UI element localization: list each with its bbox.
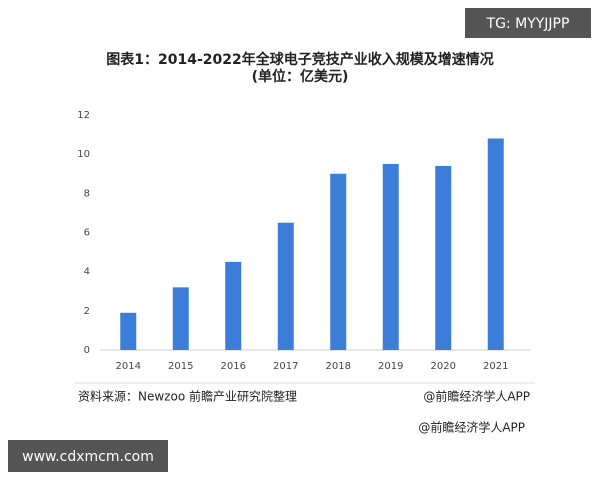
chart-title: 图表1：2014-2022年全球电子竞技产业收入规模及增速情况 [106, 51, 493, 68]
bar [225, 261, 242, 350]
bar [487, 138, 504, 350]
site-box [8, 440, 168, 472]
x-tick-label: 2020 [431, 361, 456, 372]
y-tick-label: 12 [77, 110, 90, 121]
y-tick-label: 8 [84, 188, 90, 199]
x-tick-label: 2015 [168, 361, 193, 372]
bar [120, 312, 137, 350]
badge: TG: MYYJJPP [486, 16, 570, 32]
y-tick-label: 6 [84, 228, 90, 239]
bar [435, 165, 452, 350]
x-tick-label: 2016 [221, 361, 246, 372]
x-tick-label: 2021 [483, 361, 508, 372]
badge-box [465, 8, 591, 38]
bar [277, 222, 294, 350]
credit: @前瞻经济学人APP [423, 389, 530, 404]
footer-credit: @前瞻经济学人APP [418, 420, 525, 435]
chart-subtitle: (单位：亿美元) [252, 68, 349, 85]
bar [172, 287, 189, 350]
x-tick-label: 2018 [326, 361, 351, 372]
x-tick-label: 2014 [116, 361, 141, 372]
y-tick-label: 10 [77, 149, 90, 160]
y-tick-label: 4 [84, 267, 90, 278]
y-tick-label: 0 [84, 345, 90, 356]
bar [330, 173, 347, 350]
bar [382, 163, 399, 350]
source: 资料来源：Newzoo 前瞻产业研究院整理 [78, 389, 297, 404]
x-tick-label: 2017 [273, 361, 298, 372]
site: www.cdxmcm.com [22, 449, 154, 465]
y-tick-label: 2 [84, 306, 90, 317]
x-tick-label: 2019 [378, 361, 403, 372]
